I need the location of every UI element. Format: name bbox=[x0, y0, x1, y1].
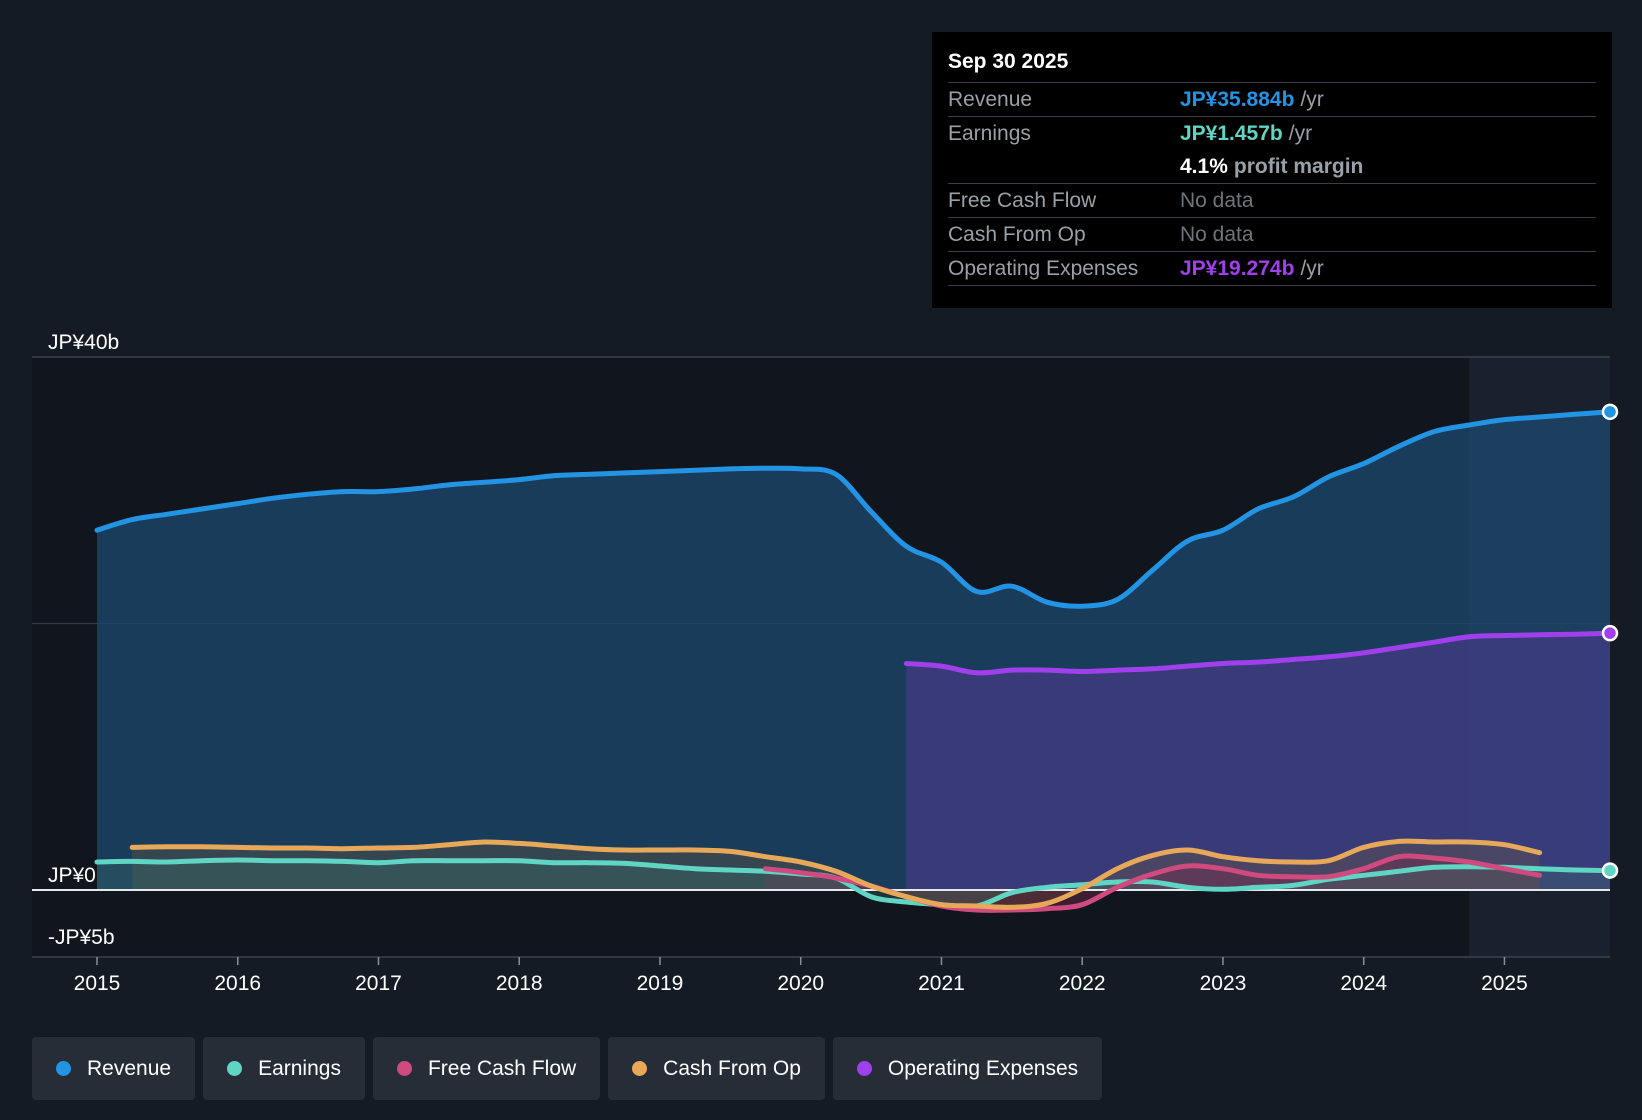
tooltip-earnings-label: Earnings bbox=[948, 121, 1031, 145]
tooltip-opex-value: JP¥19.274b bbox=[1180, 256, 1295, 280]
legend-label: Revenue bbox=[87, 1056, 172, 1080]
tooltip-date: Sep 30 2025 bbox=[948, 50, 1069, 73]
tooltip-row-earnings: Earnings JP¥1.457b /yr bbox=[948, 116, 1596, 150]
legend-label: Free Cash Flow bbox=[427, 1056, 577, 1080]
legend-label: Operating Expenses bbox=[887, 1056, 1079, 1080]
x-axis-label: 2022 bbox=[1059, 972, 1106, 995]
legend-label: Cash From Op bbox=[663, 1056, 801, 1080]
tooltip-cfo-value: No data bbox=[1180, 222, 1254, 246]
tooltip-opex-unit: /yr bbox=[1300, 256, 1324, 280]
y-axis-label: JP¥40b bbox=[48, 331, 119, 354]
x-axis-label: 2025 bbox=[1481, 972, 1528, 995]
legend-item-free-cash-flow[interactable]: Free Cash Flow bbox=[372, 1037, 601, 1100]
endpoint-earnings bbox=[1601, 862, 1619, 879]
tooltip-fcf-label: Free Cash Flow bbox=[948, 188, 1097, 212]
x-axis-label: 2015 bbox=[74, 972, 121, 995]
tooltip-row-opex: Operating Expenses JP¥19.274b /yr bbox=[948, 251, 1596, 286]
legend-item-earnings[interactable]: Earnings bbox=[203, 1037, 365, 1100]
operating-expenses-dot-icon bbox=[856, 1061, 872, 1076]
x-axis-label: 2020 bbox=[777, 972, 824, 995]
legend-item-revenue[interactable]: Revenue bbox=[32, 1037, 196, 1100]
line-revenue bbox=[94, 409, 1613, 609]
free-cash-flow-dot-icon bbox=[396, 1061, 412, 1076]
revenue-dot-icon bbox=[56, 1061, 71, 1076]
tooltip-cfo-label: Cash From Op bbox=[948, 222, 1086, 246]
tooltip-row-fcf: Free Cash Flow No data bbox=[948, 183, 1596, 217]
tooltip-row-margin: 4.1% profit margin bbox=[948, 150, 1596, 183]
legend-item-operating-expenses[interactable]: Operating Expenses bbox=[832, 1037, 1103, 1100]
tooltip-earnings-unit: /yr bbox=[1288, 121, 1313, 145]
x-axis-label: 2024 bbox=[1340, 972, 1387, 995]
tooltip-row-cfo: Cash From Op No data bbox=[948, 217, 1596, 251]
y-axis-label: JP¥0 bbox=[48, 864, 96, 887]
line-operating-expenses bbox=[903, 630, 1613, 676]
x-axis-label: 2021 bbox=[918, 972, 965, 995]
area-cash-from-op bbox=[132, 841, 1540, 908]
x-axis-label: 2016 bbox=[214, 972, 261, 995]
legend-label: Earnings bbox=[258, 1056, 341, 1080]
line-earnings bbox=[94, 857, 1613, 910]
tooltip-row-revenue: Revenue JP¥35.884b /yr bbox=[948, 82, 1596, 116]
x-axis-label: 2018 bbox=[496, 972, 543, 995]
x-axis-label: 2017 bbox=[355, 972, 402, 995]
tooltip-panel: Sep 30 2025 Revenue JP¥35.884b /yr Earni… bbox=[932, 32, 1612, 308]
area-operating-expenses bbox=[906, 633, 1610, 890]
endpoint-operating-expenses bbox=[1601, 624, 1619, 642]
tooltip-margin-text: profit margin bbox=[1233, 154, 1364, 178]
earnings-dot-icon bbox=[227, 1061, 243, 1076]
area-earnings bbox=[97, 860, 1610, 907]
tooltip-margin-value: 4.1% bbox=[1180, 154, 1228, 178]
tooltip-earnings-value: JP¥1.457b bbox=[1180, 121, 1283, 145]
tooltip-revenue-label: Revenue bbox=[948, 87, 1033, 111]
x-axis-label: 2019 bbox=[637, 972, 684, 995]
tooltip-revenue-unit: /yr bbox=[1300, 87, 1324, 111]
tooltip-opex-label: Operating Expenses bbox=[948, 256, 1139, 280]
legend-item-cash-from-op[interactable]: Cash From Op bbox=[608, 1037, 825, 1100]
y-axis-label: -JP¥5b bbox=[48, 926, 115, 949]
x-axis-label: 2023 bbox=[1200, 972, 1247, 995]
endpoint-revenue bbox=[1601, 403, 1619, 421]
cash-from-op-dot-icon bbox=[632, 1061, 648, 1076]
line-cash-from-op bbox=[129, 838, 1543, 910]
legend: Revenue Earnings Free Cash Flow Cash Fro… bbox=[32, 1037, 1103, 1100]
tooltip-fcf-value: No data bbox=[1180, 188, 1254, 212]
tooltip-revenue-value: JP¥35.884b bbox=[1180, 87, 1295, 111]
